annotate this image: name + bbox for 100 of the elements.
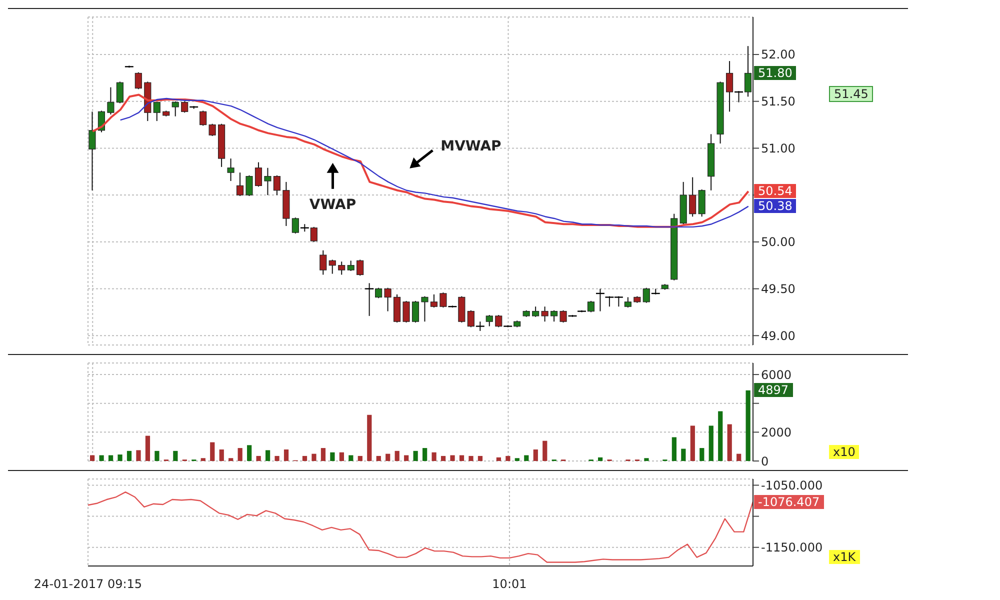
bar: [432, 452, 436, 461]
candlestick: [153, 102, 160, 122]
candlestick: [698, 188, 706, 218]
candlestick: [421, 296, 428, 322]
bar: [727, 424, 732, 461]
candlestick: [560, 310, 567, 324]
candlestick: [347, 260, 354, 272]
bar: [348, 455, 354, 461]
bar: [690, 426, 695, 461]
bar: [708, 426, 714, 461]
bar: [644, 458, 649, 461]
candlestick: [328, 259, 336, 274]
candlestick: [384, 287, 392, 312]
bar: [265, 450, 270, 461]
bar: [256, 456, 261, 461]
bar: [126, 450, 132, 461]
bar: [542, 440, 548, 461]
data-label: 50.38: [754, 199, 796, 214]
bar: [478, 456, 483, 461]
bar: [681, 448, 686, 461]
candlestick: [273, 174, 280, 196]
bar: [496, 457, 502, 461]
y-tick-label: 6000: [761, 368, 792, 382]
bar: [219, 449, 224, 461]
bar: [284, 449, 289, 461]
data-label: 50.54: [754, 184, 796, 198]
candlestick: [726, 60, 734, 112]
candlestick: [541, 306, 548, 322]
candlestick: [375, 287, 382, 299]
bar: [386, 454, 390, 461]
text: 51.80: [758, 66, 792, 80]
candlestick: [532, 306, 540, 318]
text: MVWAP: [440, 138, 502, 154]
bar: [247, 445, 252, 461]
bar: [173, 450, 178, 461]
bar: [108, 455, 114, 461]
candlestick: [412, 300, 420, 324]
candlestick: [430, 294, 438, 308]
y-tick-label: 2000: [761, 425, 792, 440]
bar: [228, 458, 234, 461]
y-tick-label: 50.00: [761, 235, 796, 250]
bar: [533, 449, 538, 461]
candlestick: [200, 110, 207, 126]
candlestick: [550, 310, 558, 322]
y-tick-label: 51.50: [761, 94, 796, 109]
y-tick-label: 52.00: [761, 48, 796, 62]
bar: [330, 452, 335, 461]
bar: [450, 455, 455, 461]
bar: [746, 390, 750, 461]
bar: [506, 456, 510, 461]
bar: [598, 457, 603, 461]
series-label: VWAP: [309, 196, 356, 213]
bar: [312, 454, 316, 461]
candlestick: [642, 287, 650, 304]
candlestick: [88, 111, 96, 191]
candlestick: [440, 292, 447, 308]
candlestick: [467, 310, 474, 328]
candlestick: [310, 226, 318, 242]
candlestick: [236, 172, 244, 196]
candlestick: [254, 162, 262, 188]
candlestick: [227, 158, 234, 182]
bar: [376, 456, 381, 461]
bar: [302, 456, 308, 461]
candlestick: [320, 250, 327, 276]
bar: [514, 458, 520, 461]
candlestick: [495, 314, 502, 328]
candlestick: [134, 72, 142, 90]
y-tick-label: -1050.000: [761, 478, 823, 492]
candlestick: [402, 300, 410, 324]
data-label: -1076.407: [754, 494, 824, 509]
text: 51.45: [829, 86, 874, 102]
candlestick: [116, 81, 124, 104]
y-tick-label: 51.00: [761, 141, 796, 156]
bar: [718, 411, 723, 461]
candlestick: [181, 100, 188, 114]
bar: [339, 452, 344, 461]
bar: [422, 448, 428, 461]
bar: [358, 456, 362, 461]
bar: [200, 458, 206, 461]
bar: [524, 455, 529, 461]
bar: [99, 455, 104, 461]
candlestick: [107, 86, 114, 115]
bar: [367, 414, 372, 461]
candlestick: [172, 100, 179, 117]
bar: [118, 454, 122, 461]
y-tick-label: -1150.000: [761, 540, 823, 555]
bar: [440, 456, 446, 461]
bar: [145, 436, 150, 461]
bar: [154, 450, 160, 461]
bar: [320, 448, 326, 461]
x-tick-label: 24-01-2017 09:15: [34, 577, 142, 591]
x-tick-label: 10:01: [492, 577, 527, 591]
bar: [394, 450, 400, 461]
candlestick: [292, 217, 299, 234]
bar: [459, 455, 464, 461]
candlestick: [689, 176, 696, 218]
candlestick: [264, 167, 272, 196]
y-tick-label: 0: [761, 454, 769, 468]
bar: [672, 437, 676, 461]
bar: [238, 448, 242, 461]
